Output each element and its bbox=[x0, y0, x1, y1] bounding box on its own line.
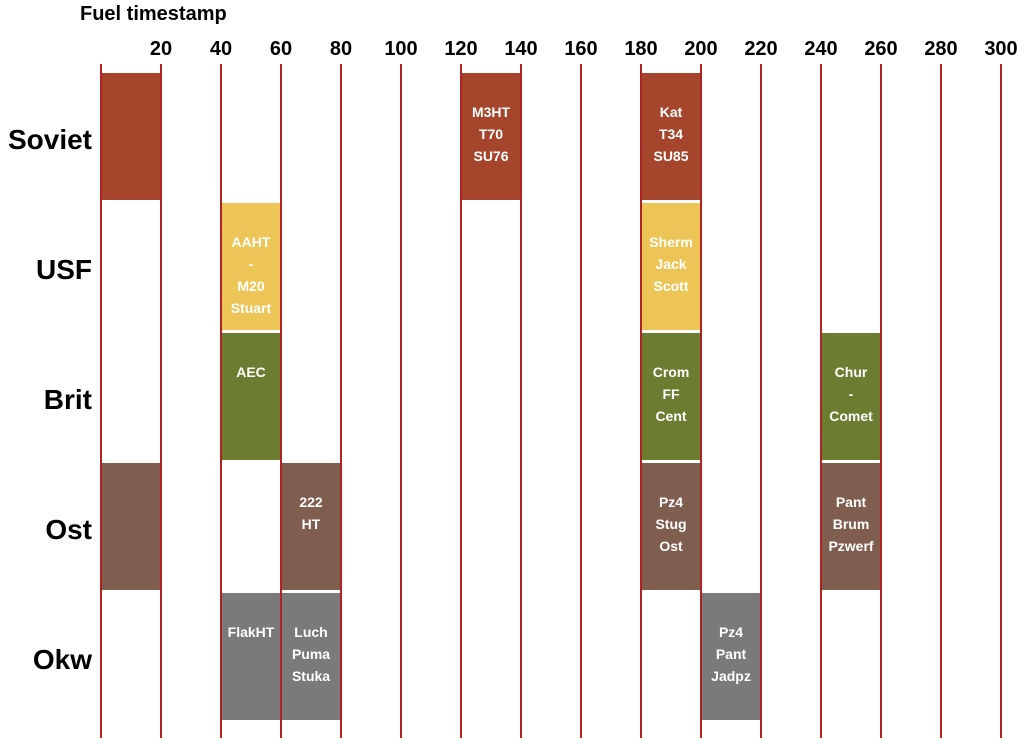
x-tick-label: 200 bbox=[684, 38, 717, 60]
timeline-block: Pant Brum Pzwerf bbox=[821, 463, 881, 590]
block-unit-label: M3HT bbox=[472, 104, 511, 120]
timeline-block: Kat T34 SU85 bbox=[641, 73, 701, 200]
timeline-block: AEC bbox=[221, 333, 281, 460]
row-label-brit: Brit bbox=[44, 384, 92, 415]
block-unit-label: T34 bbox=[659, 126, 683, 142]
timeline-block: Luch Puma Stuka bbox=[281, 593, 341, 720]
block-bar-soviet bbox=[461, 73, 521, 200]
block-unit-label: Sherm bbox=[649, 234, 693, 250]
block-unit-label: Scott bbox=[654, 278, 689, 294]
block-unit-label: Puma bbox=[292, 646, 330, 662]
block-unit-label: Chur bbox=[835, 364, 868, 380]
x-tick-label: 180 bbox=[624, 38, 657, 60]
block-unit-label: Luch bbox=[294, 624, 327, 640]
block-unit-label: Comet bbox=[829, 408, 873, 424]
block-bar-soviet bbox=[101, 73, 161, 200]
x-tick-label: 300 bbox=[984, 38, 1017, 60]
timeline-block: Crom FF Cent bbox=[641, 333, 701, 460]
block-bar-brit bbox=[221, 333, 281, 460]
timeline-block: Chur - Comet bbox=[821, 333, 881, 460]
block-unit-label: Cent bbox=[655, 408, 686, 424]
timeline-block: 222 HT bbox=[281, 463, 341, 590]
block-unit-label: Pz4 bbox=[659, 494, 683, 510]
block-unit-label: FlakHT bbox=[228, 624, 275, 640]
grid-layer bbox=[100, 64, 1002, 738]
block-unit-label: M20 bbox=[237, 278, 264, 294]
block-bar-usf bbox=[641, 203, 701, 330]
x-tick-label: 40 bbox=[210, 38, 232, 60]
block-unit-label: FF bbox=[662, 386, 680, 402]
timeline-block: FlakHT bbox=[221, 593, 281, 720]
timeline-block: Sherm Jack Scott bbox=[641, 203, 701, 330]
block-unit-label: SU76 bbox=[473, 148, 508, 164]
x-tick-label: 220 bbox=[744, 38, 777, 60]
x-tick-label: 140 bbox=[504, 38, 537, 60]
block-bar-okw bbox=[221, 593, 281, 720]
block-unit-label: Brum bbox=[833, 516, 870, 532]
row-label-ost: Ost bbox=[45, 514, 92, 545]
x-tick-label: 280 bbox=[924, 38, 957, 60]
block-bar-ost bbox=[821, 463, 881, 590]
x-tick-label: 160 bbox=[564, 38, 597, 60]
timeline-block: AAHT - M20 Stuart bbox=[221, 203, 281, 330]
block-unit-label: Ost bbox=[659, 538, 683, 554]
block-unit-label: Pz4 bbox=[719, 624, 743, 640]
chart-title: Fuel timestamp bbox=[80, 3, 227, 25]
block-unit-label: Pant bbox=[716, 646, 747, 662]
row-label-usf: USF bbox=[36, 254, 92, 285]
block-unit-label: Stuka bbox=[292, 668, 330, 684]
x-tick-label: 240 bbox=[804, 38, 837, 60]
x-tick-labels: 20 40 60 80 100 120 140 160 180 200 220 240 260 280 30… bbox=[150, 38, 1018, 60]
x-tick-label: 260 bbox=[864, 38, 897, 60]
block-unit-label: Pant bbox=[836, 494, 867, 510]
timeline-block: Pz4 Stug Ost bbox=[641, 463, 701, 590]
row-labels: Soviet USF Brit Ost Okw bbox=[8, 124, 92, 675]
block-unit-label: - bbox=[249, 256, 254, 272]
block-unit-label: SU85 bbox=[653, 148, 688, 164]
block-unit-label: Pzwerf bbox=[828, 538, 873, 554]
x-tick-label: 120 bbox=[444, 38, 477, 60]
block-unit-label: 222 bbox=[299, 494, 323, 510]
block-bar-okw bbox=[281, 593, 341, 720]
block-unit-label: AEC bbox=[236, 364, 266, 380]
block-bar-ost bbox=[641, 463, 701, 590]
block-bar-ost bbox=[101, 463, 161, 590]
block-unit-label: Stug bbox=[655, 516, 686, 532]
block-unit-label: - bbox=[849, 386, 854, 402]
block-unit-label: Jadpz bbox=[711, 668, 751, 684]
x-tick-label: 100 bbox=[384, 38, 417, 60]
block-bar-soviet bbox=[641, 73, 701, 200]
block-bar-usf bbox=[221, 203, 281, 330]
block-unit-label: HT bbox=[302, 516, 321, 532]
block-unit-label: Kat bbox=[660, 104, 683, 120]
block-bar-brit bbox=[641, 333, 701, 460]
blocks-layer: M3HT T70 SU76 Kat T34 SU85 AAHT - M20 Stuart Sherm… bbox=[101, 73, 881, 720]
block-unit-label: AAHT bbox=[232, 234, 271, 250]
timeline-block: M3HT T70 SU76 bbox=[461, 73, 521, 200]
block-unit-label: T70 bbox=[479, 126, 503, 142]
block-bar-okw bbox=[701, 593, 761, 720]
x-tick-label: 20 bbox=[150, 38, 172, 60]
timeline-block bbox=[101, 463, 161, 590]
block-unit-label: Jack bbox=[655, 256, 686, 272]
timeline-block: Pz4 Pant Jadpz bbox=[701, 593, 761, 720]
x-tick-label: 60 bbox=[270, 38, 292, 60]
row-label-soviet: Soviet bbox=[8, 124, 92, 155]
row-label-okw: Okw bbox=[33, 644, 92, 675]
block-unit-label: Crom bbox=[653, 364, 690, 380]
block-bar-ost bbox=[281, 463, 341, 590]
block-unit-label: Stuart bbox=[231, 300, 272, 316]
block-bar-brit bbox=[821, 333, 881, 460]
x-tick-label: 80 bbox=[330, 38, 352, 60]
timeline-block bbox=[101, 73, 161, 200]
